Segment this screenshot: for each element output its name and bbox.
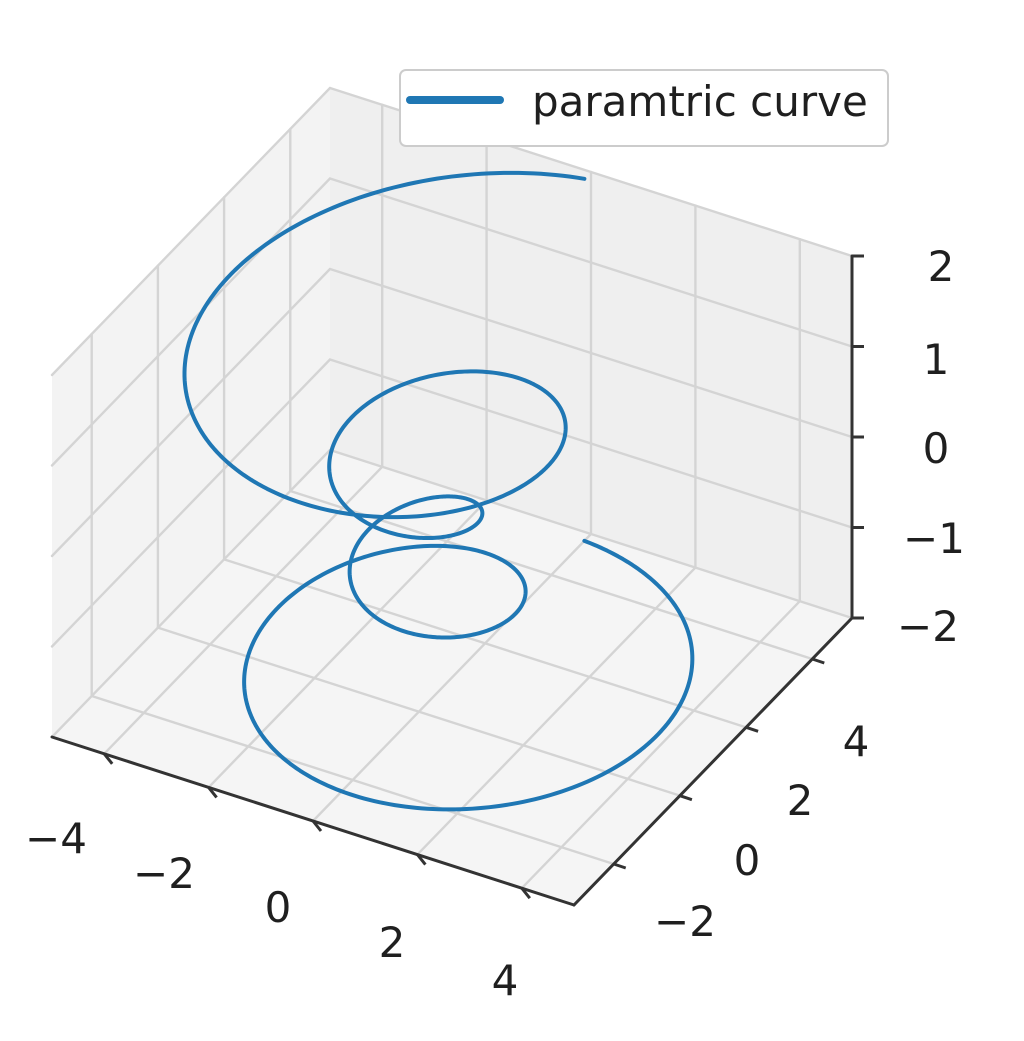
z-grid-left-3: [50, 177, 332, 467]
x-tick-mark-3: [416, 853, 427, 866]
z-grid-back-3: [328, 177, 854, 348]
y-grid-floor-1: [156, 626, 682, 797]
y-tick-mark-1: [679, 794, 693, 802]
x-tick-mark-4: [520, 887, 531, 900]
legend-box: [399, 69, 889, 147]
legend: paramtric curve: [399, 69, 889, 147]
z-tick-label-1: −1: [903, 514, 965, 563]
y-tick-mark-0: [613, 862, 627, 870]
x-tick-label-4: 4: [492, 956, 519, 1005]
series-line: [182, 170, 695, 812]
x-tick-mark-2: [311, 820, 323, 832]
y-tick-label-2: 2: [787, 776, 814, 825]
x-grid-floor-4: [520, 600, 801, 890]
y-tick-label-0: −2: [654, 897, 716, 946]
x-tick-mark-0: [103, 752, 114, 765]
x-tick-label-0: −4: [25, 814, 87, 863]
x-grid-floor-1: [207, 499, 488, 789]
x-grid-floor-2: [311, 532, 593, 823]
y-tick-label-1: 0: [734, 836, 761, 885]
y-grid-floor-0: [90, 694, 615, 866]
x-grid-floor-3: [416, 566, 697, 856]
y-grid-floor-3: [289, 489, 814, 661]
z-tick-label-0: −2: [897, 602, 959, 651]
y-tick-label-3: 4: [843, 717, 870, 766]
y-tick-mark-3: [811, 657, 825, 665]
z-tick-label-2: 0: [923, 424, 950, 473]
x-tick-label-3: 2: [379, 918, 406, 967]
z-grid-back-2: [328, 267, 854, 439]
x-tick-mark-1: [207, 786, 218, 799]
y-tick-mark-2: [745, 725, 759, 733]
z-grid-back-0: [328, 448, 854, 620]
z-grid-back-1: [328, 358, 854, 529]
y-axis-line: [572, 616, 854, 907]
x-grid-floor-0: [102, 465, 384, 755]
legend-label: paramtric curve: [532, 77, 868, 126]
z-grid-left-4: [50, 86, 332, 377]
z-tick-label-3: 1: [923, 335, 950, 384]
grid-lines: [50, 86, 854, 890]
z-grid-left-1: [50, 358, 332, 648]
x-tick-label-1: −2: [133, 849, 195, 898]
x-tick-label-2: 0: [265, 883, 292, 932]
z-tick-label-4: 2: [928, 242, 955, 291]
y-grid-floor-2: [222, 558, 748, 729]
series-curve: [182, 170, 695, 812]
